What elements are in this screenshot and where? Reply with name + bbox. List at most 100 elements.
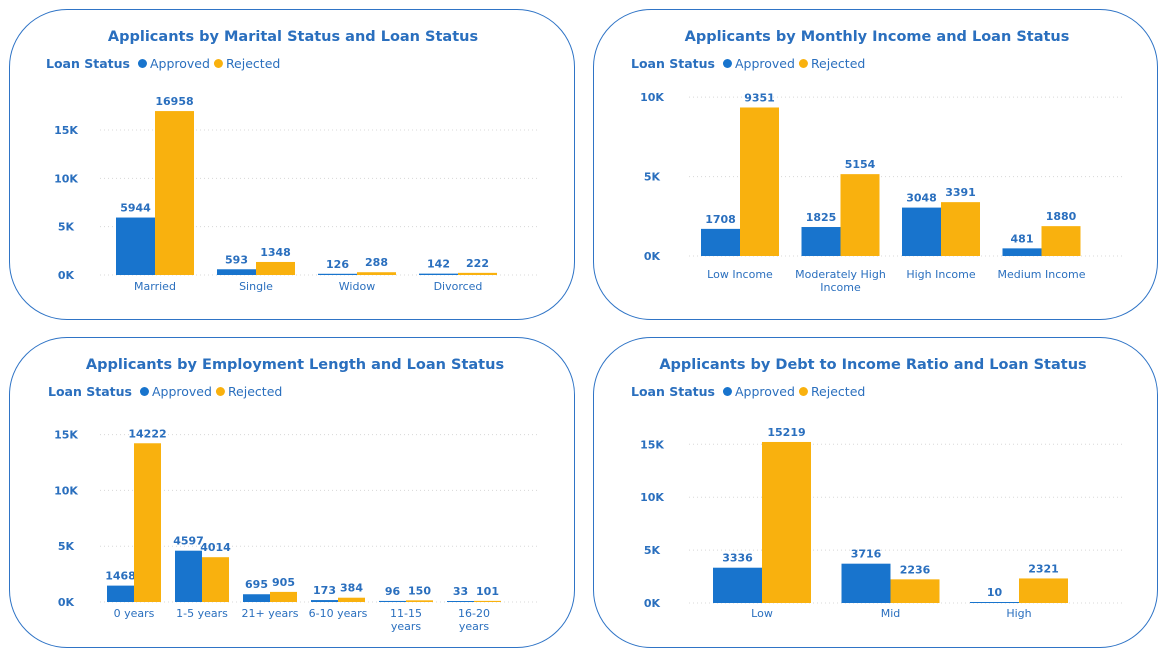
bar-rejected[interactable] (941, 202, 980, 256)
bar-chart-svg: Applicants by Monthly Income and Loan St… (631, 29, 1124, 294)
chart-panel-marital-status: Applicants by Marital Status and Loan St… (9, 9, 575, 320)
x-category-label: years (459, 620, 490, 633)
data-label: 16958 (155, 95, 193, 108)
bar-approved[interactable] (217, 269, 256, 275)
data-label: 1880 (1046, 210, 1077, 223)
legend-approved-label: Approved (150, 56, 210, 71)
legend-approved-marker (137, 59, 147, 68)
x-category-label: Mid (881, 607, 901, 620)
x-category-label: Moderately High (795, 268, 886, 281)
legend-approved-label: Approved (152, 384, 212, 399)
bar-rejected[interactable] (890, 579, 940, 603)
bar-approved[interactable] (243, 594, 270, 602)
data-label: 101 (476, 585, 499, 598)
legend-approved-label: Approved (735, 384, 795, 399)
bar-rejected[interactable] (270, 591, 297, 602)
x-category-label: Single (239, 280, 273, 293)
data-label: 10 (987, 586, 1003, 599)
legend-rejected-marker (215, 387, 225, 396)
x-category-label: 0 years (114, 607, 155, 620)
data-label: 3336 (722, 552, 753, 565)
bar-approved[interactable] (1002, 248, 1042, 256)
bar-approved[interactable] (902, 207, 941, 256)
bar-rejected[interactable] (256, 261, 295, 275)
x-category-label: 6-10 years (309, 607, 368, 620)
data-label: 593 (225, 253, 248, 266)
x-category-label: High (1006, 607, 1031, 620)
legend-rejected-label: Rejected (228, 384, 282, 399)
bar-approved[interactable] (447, 601, 474, 602)
chart-panel-employment-length: Applicants by Employment Length and Loan… (9, 337, 575, 648)
data-label: 3391 (945, 186, 976, 199)
data-label: 1348 (260, 246, 291, 259)
bar-rejected[interactable] (406, 600, 433, 602)
y-tick-label: 5K (644, 544, 661, 557)
y-tick-label: 5K (58, 540, 75, 553)
chart-title: Applicants by Marital Status and Loan St… (108, 29, 478, 45)
legend-approved-marker (139, 387, 149, 396)
chart-title: Applicants by Debt to Income Ratio and L… (659, 357, 1086, 373)
bar-approved[interactable] (713, 567, 762, 603)
bar-rejected[interactable] (474, 600, 501, 602)
y-tick-label: 15K (640, 438, 664, 451)
data-label: 4014 (200, 541, 231, 554)
chart-legend: Loan Status Approved Rejected (46, 56, 280, 71)
bar-approved[interactable] (841, 563, 891, 603)
legend-approved-marker (722, 387, 732, 396)
chart-legend: Loan Status Approved Rejected (631, 56, 865, 71)
bar-rejected[interactable] (155, 111, 194, 276)
chart-legend: Loan Status Approved Rejected (631, 384, 865, 399)
bar-approved[interactable] (318, 273, 357, 275)
bar-approved[interactable] (311, 600, 338, 602)
data-label: 1708 (705, 213, 736, 226)
bar-approved[interactable] (379, 600, 406, 602)
legend-approved-marker (722, 59, 732, 68)
bar-approved[interactable] (701, 228, 740, 256)
data-label: 14222 (128, 427, 166, 440)
data-label: 288 (365, 256, 388, 269)
legend-rejected-marker (213, 59, 223, 68)
data-label: 3048 (906, 192, 937, 205)
bar-approved[interactable] (107, 585, 134, 602)
bar-rejected[interactable] (134, 443, 161, 602)
legend-title: Loan Status (48, 384, 132, 399)
x-category-label: Medium Income (998, 268, 1086, 281)
data-label: 150 (408, 584, 431, 597)
bar-rejected[interactable] (762, 441, 811, 603)
x-category-label: Married (134, 280, 176, 293)
data-label: 15219 (767, 426, 805, 439)
bar-approved[interactable] (116, 217, 155, 275)
legend-approved-label: Approved (735, 56, 795, 71)
legend-rejected-label: Rejected (811, 384, 865, 399)
legend-rejected-label: Rejected (226, 56, 280, 71)
chart-legend: Loan Status Approved Rejected (48, 384, 282, 399)
bar-rejected[interactable] (458, 272, 497, 275)
data-label: 1468 (105, 570, 136, 583)
x-category-label: 1-5 years (176, 607, 228, 620)
data-label: 3716 (851, 548, 882, 561)
bar-rejected[interactable] (202, 557, 229, 602)
data-label: 1825 (806, 211, 837, 224)
bar-approved[interactable] (970, 602, 1019, 603)
bar-rejected[interactable] (740, 107, 779, 256)
chart-title: Applicants by Employment Length and Loan… (86, 357, 504, 373)
bar-rejected[interactable] (1019, 578, 1068, 603)
data-label: 5944 (120, 202, 151, 215)
bar-rejected[interactable] (840, 174, 880, 256)
bar-rejected[interactable] (357, 272, 396, 275)
data-label: 5154 (845, 158, 876, 171)
bar-approved[interactable] (419, 273, 458, 275)
bar-approved[interactable] (801, 227, 841, 256)
y-tick-label: 5K (58, 221, 75, 234)
x-category-label: Divorced (434, 280, 483, 293)
legend-title: Loan Status (631, 384, 715, 399)
x-category-label: Widow (339, 280, 375, 293)
legend-rejected-label: Rejected (811, 56, 865, 71)
data-label: 33 (453, 585, 468, 598)
y-tick-label: 10K (640, 491, 664, 504)
bar-rejected[interactable] (1041, 226, 1081, 256)
data-label: 173 (313, 584, 336, 597)
bar-approved[interactable] (175, 550, 202, 602)
bar-rejected[interactable] (338, 597, 365, 602)
x-category-label: Low (751, 607, 773, 620)
